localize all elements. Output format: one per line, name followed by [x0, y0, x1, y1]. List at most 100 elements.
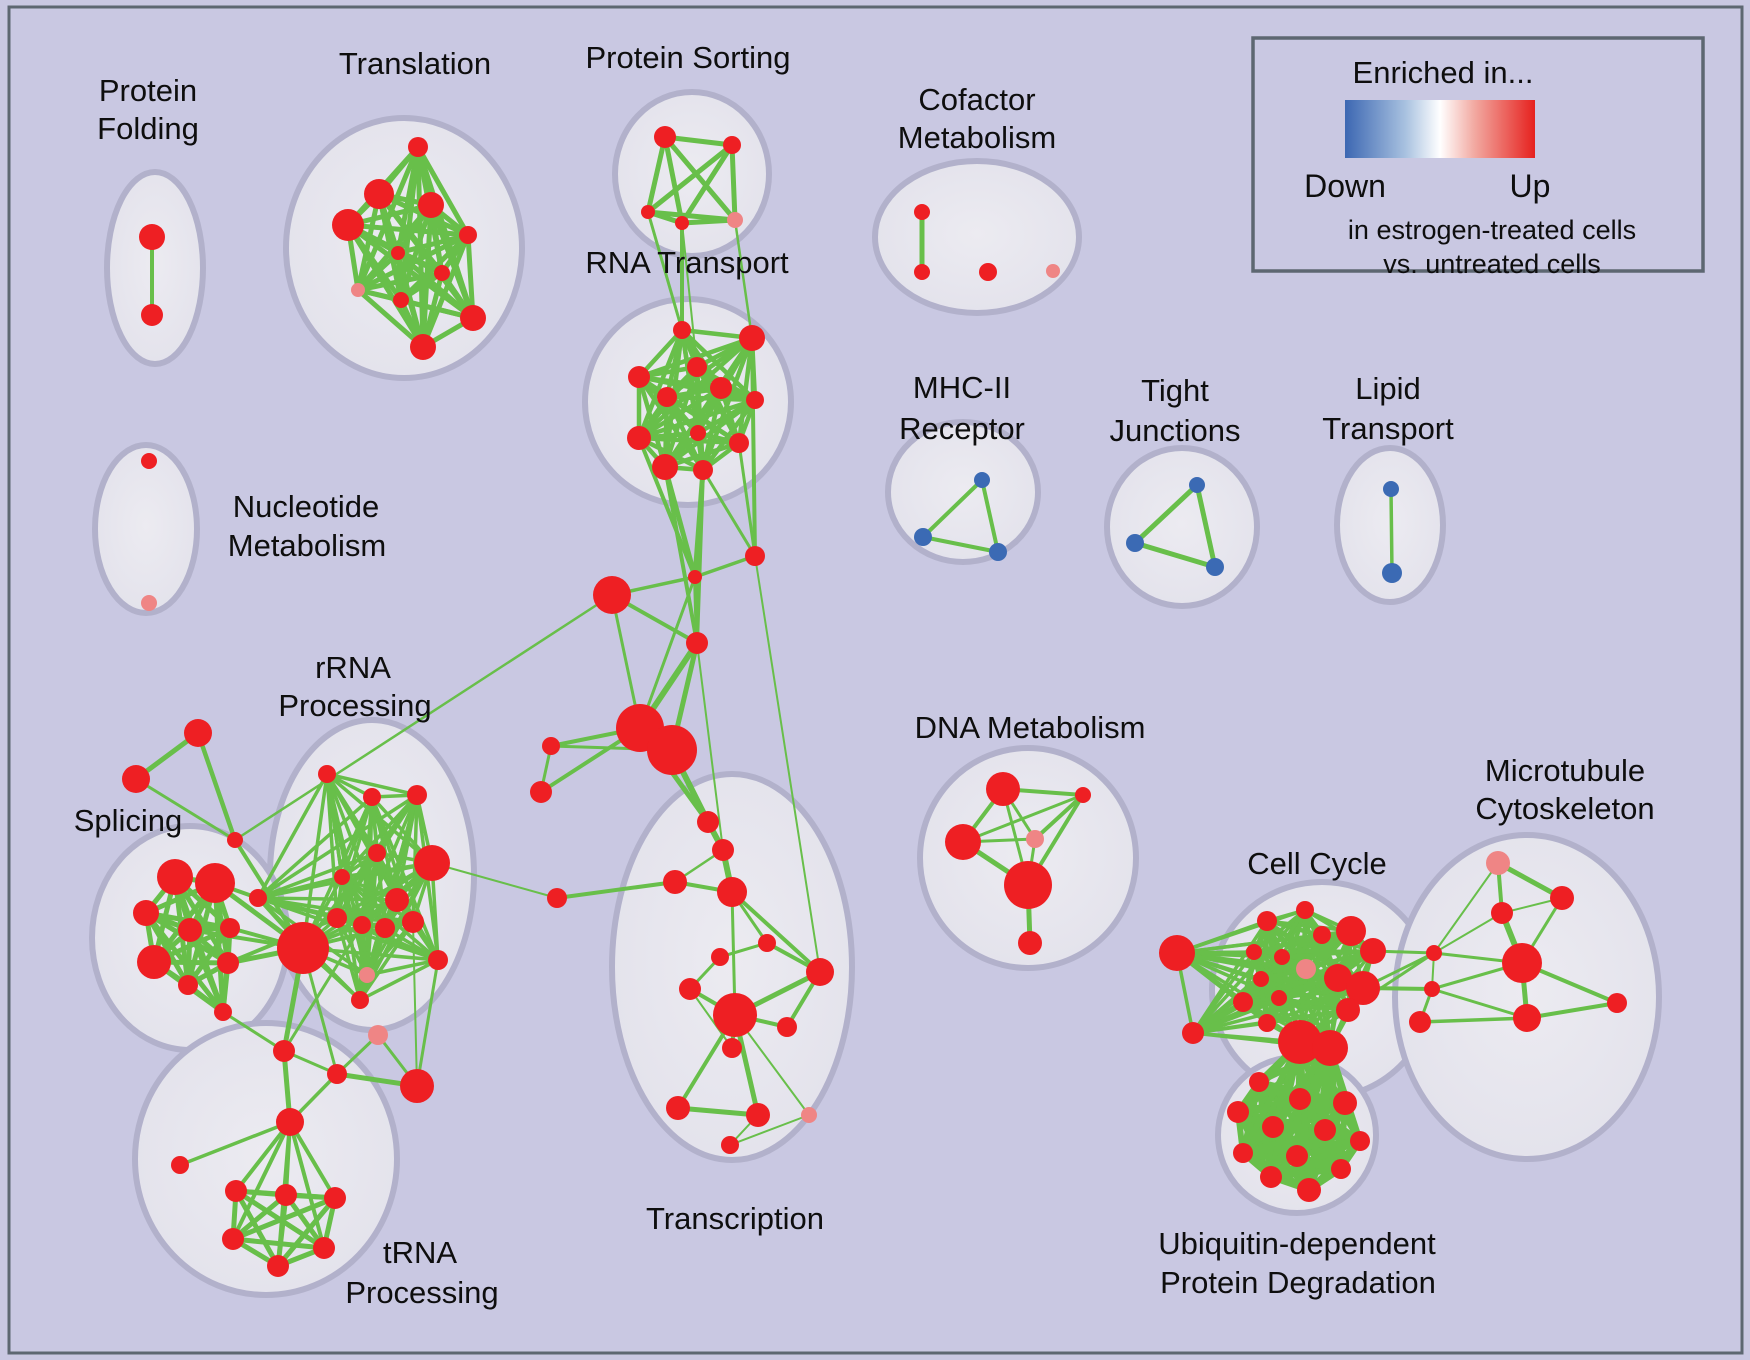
gene-set-node-rt4 — [628, 366, 650, 388]
gene-set-node-ub7 — [1350, 1131, 1370, 1151]
cluster-label-microtubule-cytoskeleton-line1: Cytoskeleton — [1475, 791, 1654, 826]
cluster-label-protein-sorting-line0: Protein Sorting — [585, 40, 790, 75]
gene-set-node-tr3 — [418, 192, 444, 218]
gene-set-node-tc4 — [717, 877, 747, 907]
edge-cc4-cc8 — [1252, 908, 1307, 954]
gene-set-node-rr15 — [428, 950, 448, 970]
gene-set-node-cf3 — [979, 263, 997, 281]
edge-rt6-rt9 — [636, 385, 724, 441]
cluster-label-cofactor-metabolism-line1: Metabolism — [898, 120, 1057, 155]
gene-set-node-rr5 — [368, 844, 386, 862]
edge-ps1-ps2 — [662, 134, 735, 148]
gene-set-node-rt7 — [746, 391, 764, 409]
gene-set-node-cc4 — [1296, 901, 1314, 919]
gene-set-node-cn3 — [745, 546, 765, 566]
gene-set-node-rr8 — [385, 888, 409, 912]
edge-mt6-mt7 — [1430, 987, 1529, 1020]
gene-set-node-cc10 — [1296, 959, 1316, 979]
gene-set-node-ub12 — [1297, 1178, 1321, 1202]
edge-tr6-tr10 — [395, 250, 476, 321]
gene-set-node-cc14 — [1271, 990, 1287, 1006]
gene-set-node-sl9 — [214, 1003, 232, 1021]
edge-tr5-tr10 — [465, 232, 476, 321]
edge-cn2-cn3 — [693, 554, 757, 579]
gene-set-node-cn8 — [530, 781, 552, 803]
gene-set-node-cn1 — [593, 576, 631, 614]
gene-set-node-dn2 — [1075, 787, 1091, 803]
gene-set-node-sp_b — [122, 765, 150, 793]
gene-set-node-lt1 — [1383, 481, 1399, 497]
gene-set-node-ov2 — [368, 1025, 388, 1045]
gene-set-node-sl4 — [178, 918, 202, 942]
edge-cn9-rr7 — [431, 862, 558, 899]
gene-set-node-tn_hub — [276, 1108, 304, 1136]
cluster-ellipse-dna-metabolism — [917, 745, 1139, 971]
gene-set-node-cc16 — [1258, 1014, 1276, 1032]
edge-tr4-tr5 — [345, 222, 471, 238]
gene-set-node-tr9 — [393, 292, 409, 308]
cluster-label-ubiquitin-degradation-line0: Ubiquitin-dependent — [1158, 1226, 1436, 1261]
gene-set-node-tr5 — [459, 226, 477, 244]
gene-set-node-ps5 — [727, 212, 743, 228]
edge-ps3-rt1 — [646, 210, 684, 332]
gene-set-node-ub5 — [1262, 1116, 1284, 1138]
edge-cc15-cc19 — [1241, 1000, 1350, 1012]
gene-set-node-rt3 — [687, 357, 707, 377]
edge-rr10-tn_up — [282, 923, 364, 1053]
edge-mh1-mh2 — [921, 478, 984, 539]
edge-rr12-rr16 — [358, 920, 415, 1002]
gene-set-node-sl6 — [137, 945, 171, 979]
edge-tr6-tr8 — [355, 250, 401, 293]
edge-rt12-cn3 — [701, 468, 757, 558]
gene-set-node-sl1 — [157, 859, 193, 895]
edge-ps4-rt3 — [681, 222, 698, 368]
edge-cc7-cc9 — [1280, 949, 1375, 959]
edge-rr15-ov3 — [415, 958, 440, 1088]
edge-ps1-ps3 — [645, 134, 668, 215]
edge-ub11-cc18 — [1268, 1045, 1333, 1180]
gene-set-node-tc15 — [721, 1136, 739, 1154]
cluster-label-microtubule-cytoskeleton-line0: Microtubule — [1485, 753, 1645, 788]
gene-set-node-tn5 — [313, 1237, 335, 1259]
gene-set-node-cc15 — [1233, 992, 1253, 1012]
cluster-label-protein-folding-line0: Protein — [99, 73, 197, 108]
gene-set-node-tc9 — [713, 993, 757, 1037]
cluster-label-dna-metabolism-line0: DNA Metabolism — [915, 710, 1146, 745]
edge-rt6-rt12 — [700, 385, 724, 473]
gene-set-node-ub11 — [1260, 1166, 1282, 1188]
gene-set-node-mh2 — [914, 528, 932, 546]
gene-set-node-tr4 — [332, 209, 364, 241]
gene-set-node-cc13 — [1253, 971, 1269, 987]
edge-rt1-rt9 — [636, 327, 685, 441]
figure-border — [7, 5, 1744, 1355]
edge-sp_b-sp_c — [134, 777, 237, 842]
gene-set-node-sp_a — [184, 719, 212, 747]
edge-mt1-mt5 — [1433, 862, 1499, 954]
cluster-ellipse-protein-folding — [104, 169, 206, 367]
gene-set-node-rr10 — [353, 916, 371, 934]
gene-set-node-dn6 — [1018, 931, 1042, 955]
edge-rr5-rr11 — [375, 851, 387, 930]
cluster-label-transcription-line0: Transcription — [646, 1201, 824, 1236]
edge-lt1-lt2 — [1389, 487, 1394, 575]
cluster-ellipse-mhc-ii-receptor — [885, 419, 1041, 565]
gene-set-node-dn4 — [1026, 830, 1044, 848]
gene-set-node-cc2 — [1182, 1022, 1204, 1044]
gene-set-node-rr11 — [375, 918, 395, 938]
edge-rr10-rr16 — [358, 923, 364, 1002]
edge-sl2-sl9 — [212, 880, 226, 1015]
gene-set-node-sl8 — [178, 975, 198, 995]
gene-set-node-mt5 — [1426, 945, 1442, 961]
gene-set-node-tc6 — [711, 948, 729, 966]
cluster-label-trna-processing-line0: tRNA — [383, 1235, 457, 1270]
gene-set-node-tn2 — [275, 1184, 297, 1206]
gene-set-node-rt6 — [710, 377, 732, 399]
edge-ps2-ps3 — [645, 142, 735, 215]
gene-set-node-cc1 — [1159, 935, 1195, 971]
edge-rr3-rr4 — [256, 793, 419, 900]
gene-set-node-cc8 — [1246, 944, 1262, 960]
cluster-label-cell-cycle-line0: Cell Cycle — [1247, 846, 1387, 881]
gene-set-node-tc12 — [666, 1096, 690, 1120]
gene-set-node-cc9 — [1274, 949, 1290, 965]
